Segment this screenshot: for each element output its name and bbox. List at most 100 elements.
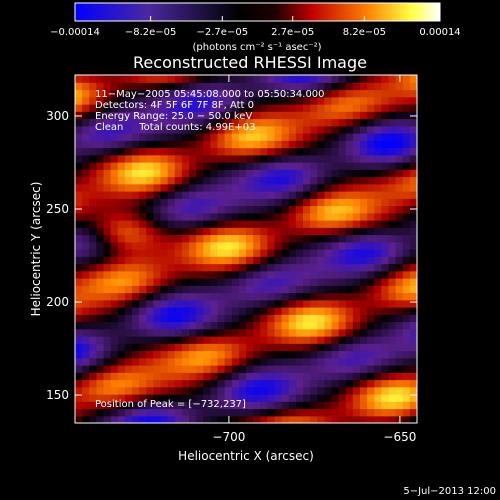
heatmap-cell xyxy=(388,125,397,134)
heatmap-cell xyxy=(338,256,347,265)
heatmap-cell xyxy=(360,227,368,236)
heatmap-cell xyxy=(374,336,382,344)
heatmap-cell xyxy=(246,263,254,272)
heatmap-cell xyxy=(231,89,240,98)
heatmap-cell xyxy=(189,278,197,286)
heatmap-cell xyxy=(324,82,333,91)
heatmap-cell xyxy=(203,278,211,286)
heatmap-cell xyxy=(210,314,219,323)
heatmap-cell xyxy=(89,285,97,294)
heatmap-cell xyxy=(75,408,83,417)
heatmap-cell xyxy=(124,162,133,170)
heatmap-cell xyxy=(374,350,382,359)
heatmap-cell xyxy=(381,169,390,178)
heatmap-cell xyxy=(210,89,219,98)
heatmap-cell xyxy=(75,162,83,170)
heatmap-cell xyxy=(96,176,105,185)
heatmap-cell xyxy=(310,227,318,236)
heatmap-cell xyxy=(303,241,311,250)
heatmap-cell xyxy=(153,299,162,308)
heatmap-cell xyxy=(324,278,333,286)
heatmap-cell xyxy=(310,104,318,112)
heatmap-cell xyxy=(139,82,147,91)
annotation-energy-range: Energy Range: 25.0 − 50.0 keV xyxy=(95,111,252,122)
heatmap-cell xyxy=(253,118,261,127)
heatmap-cell xyxy=(324,343,333,352)
heatmap-cell xyxy=(260,350,268,359)
heatmap-cell xyxy=(153,401,162,410)
heatmap-cell xyxy=(146,75,154,83)
heatmap-cell xyxy=(367,169,375,178)
heatmap-cell xyxy=(189,125,197,134)
heatmap-cell xyxy=(374,307,382,315)
heatmap-cell xyxy=(274,111,283,120)
heatmap-cell xyxy=(89,140,97,149)
heatmap-cell xyxy=(338,176,347,185)
heatmap-cell xyxy=(139,104,147,112)
heatmap-cell xyxy=(253,401,261,410)
heatmap-cell xyxy=(295,118,304,127)
heatmap-cell xyxy=(374,394,382,402)
heatmap-cell xyxy=(338,234,347,243)
heatmap-cell xyxy=(89,270,97,279)
heatmap-cell xyxy=(388,357,397,366)
heatmap-cell xyxy=(338,357,347,366)
heatmap-cell xyxy=(82,415,90,423)
heatmap-cell xyxy=(160,278,169,286)
heatmap-cell xyxy=(224,89,233,98)
heatmap-cell xyxy=(395,140,404,149)
heatmap-cell xyxy=(132,169,140,178)
heatmap-cell xyxy=(367,111,375,120)
heatmap-cell xyxy=(196,285,204,294)
heatmap-cell xyxy=(246,89,254,98)
heatmap-cell xyxy=(153,408,162,417)
heatmap-cell xyxy=(217,212,226,221)
heatmap-cell xyxy=(196,241,204,250)
heatmap-cell xyxy=(246,357,254,366)
heatmap-cell xyxy=(345,176,354,185)
heatmap-cell xyxy=(89,278,97,286)
heatmap-cell xyxy=(82,176,90,185)
heatmap-cell xyxy=(374,227,382,236)
heatmap-cell xyxy=(124,285,133,294)
heatmap-cell xyxy=(310,169,318,178)
heatmap-cell xyxy=(110,336,119,344)
heatmap-cell xyxy=(402,212,411,221)
heatmap-cell xyxy=(110,191,119,199)
heatmap-cell xyxy=(238,89,247,98)
heatmap-cell xyxy=(181,212,190,221)
heatmap-cell xyxy=(167,285,176,294)
heatmap-cell xyxy=(367,118,375,127)
heatmap-cell xyxy=(110,270,119,279)
heatmap-cell xyxy=(267,372,276,381)
heatmap-cell xyxy=(288,227,297,236)
heatmap-cell xyxy=(402,118,411,127)
heatmap-cell xyxy=(295,75,304,83)
heatmap-cell xyxy=(246,212,254,221)
heatmap-cell xyxy=(203,162,211,170)
heatmap-cell xyxy=(238,104,247,112)
heatmap-cell xyxy=(217,357,226,366)
heatmap-cell xyxy=(381,379,390,388)
heatmap-cell xyxy=(381,89,390,98)
heatmap-cell xyxy=(295,270,304,279)
heatmap-cell xyxy=(388,198,397,207)
heatmap-cell xyxy=(224,321,233,330)
heatmap-cell xyxy=(345,336,354,344)
heatmap-cell xyxy=(360,183,368,192)
heatmap-cell xyxy=(288,82,297,91)
heatmap-cell xyxy=(381,96,390,105)
heatmap-cell xyxy=(132,357,140,366)
heatmap-cell xyxy=(310,379,318,388)
heatmap-cell xyxy=(139,169,147,178)
heatmap-cell xyxy=(409,147,417,156)
heatmap-cell xyxy=(238,147,247,156)
heatmap-cell xyxy=(310,140,318,149)
heatmap-cell xyxy=(181,82,190,91)
heatmap-cell xyxy=(117,321,126,330)
heatmap-cell xyxy=(174,89,183,98)
heatmap-cell xyxy=(110,212,119,221)
heatmap-cell xyxy=(253,328,261,337)
heatmap-cell xyxy=(310,125,318,134)
heatmap-cell xyxy=(167,365,176,373)
